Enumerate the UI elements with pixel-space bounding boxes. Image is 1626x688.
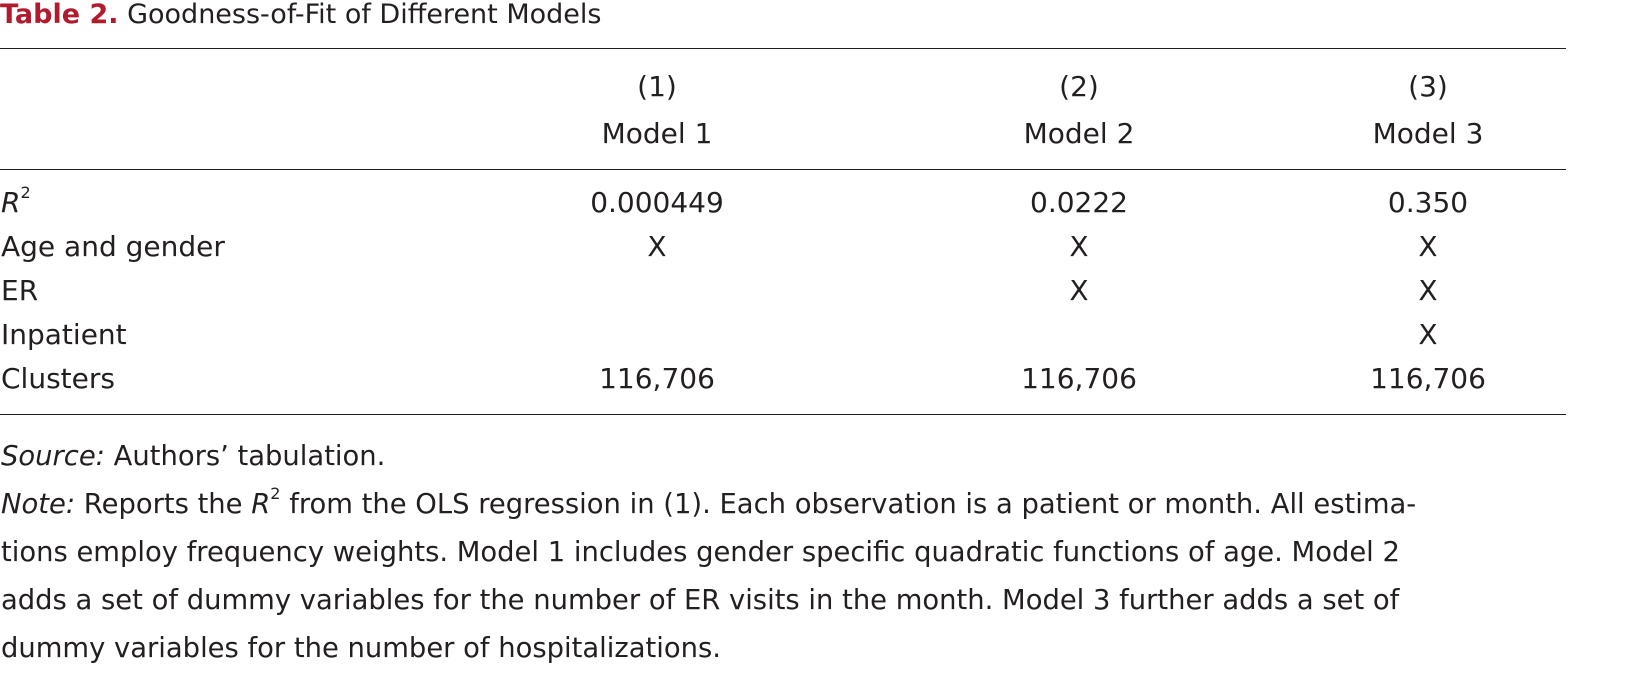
top-rule <box>0 48 1566 49</box>
table-cell: 116,706 <box>1021 362 1137 395</box>
column-header-1: Model 1 <box>601 117 713 150</box>
row-label-clusters: Clusters <box>1 362 115 395</box>
table-title: Goodness-of-Fit of Different Models <box>127 0 602 30</box>
row-label-r-squared: R2 <box>1 182 31 219</box>
row-label-inpatient: Inpatient <box>1 318 127 351</box>
row-label-er: ER <box>1 274 39 307</box>
note-line-3: adds a set of dummy variables for the nu… <box>1 585 1400 616</box>
table-cell: 0.000449 <box>590 186 724 219</box>
note-line-1: Note: Reports the R2 from the OLS regres… <box>1 483 1417 520</box>
row-label-age-gender: Age and gender <box>1 230 225 263</box>
column-header-3: Model 3 <box>1372 117 1484 150</box>
table-cell: X <box>1069 274 1089 307</box>
bottom-rule <box>0 414 1566 415</box>
column-number-2: (2) <box>1059 70 1099 103</box>
table-cell: X <box>1418 274 1438 307</box>
table-cell: X <box>1418 318 1438 351</box>
table-document: Table 2. Goodness-of-Fit of Different Mo… <box>0 0 1566 673</box>
column-number-1: (1) <box>637 70 677 103</box>
table-cell: 116,706 <box>1370 362 1486 395</box>
table-cell: 0.350 <box>1387 186 1469 219</box>
source-note: Source: Authors’ tabulation. <box>1 441 386 472</box>
table-caption: Table 2. Goodness-of-Fit of Different Mo… <box>0 0 601 30</box>
table-cell: X <box>1069 230 1089 263</box>
column-header-2: Model 2 <box>1023 117 1135 150</box>
note-line-4: dummy variables for the number of hospit… <box>1 633 721 664</box>
table-notes: Source: Authors’ tabulation. Note: Repor… <box>1 433 1563 673</box>
table-cell: X <box>1418 230 1438 263</box>
note-line-2: tions employ frequency weights. Model 1 … <box>1 537 1400 568</box>
table-cell: 0.0222 <box>1030 186 1128 219</box>
column-number-3: (3) <box>1408 70 1448 103</box>
table-number: Table 2. <box>0 0 119 30</box>
table-cell: 116,706 <box>599 362 715 395</box>
header-rule <box>0 169 1566 170</box>
table-cell: X <box>647 230 667 263</box>
